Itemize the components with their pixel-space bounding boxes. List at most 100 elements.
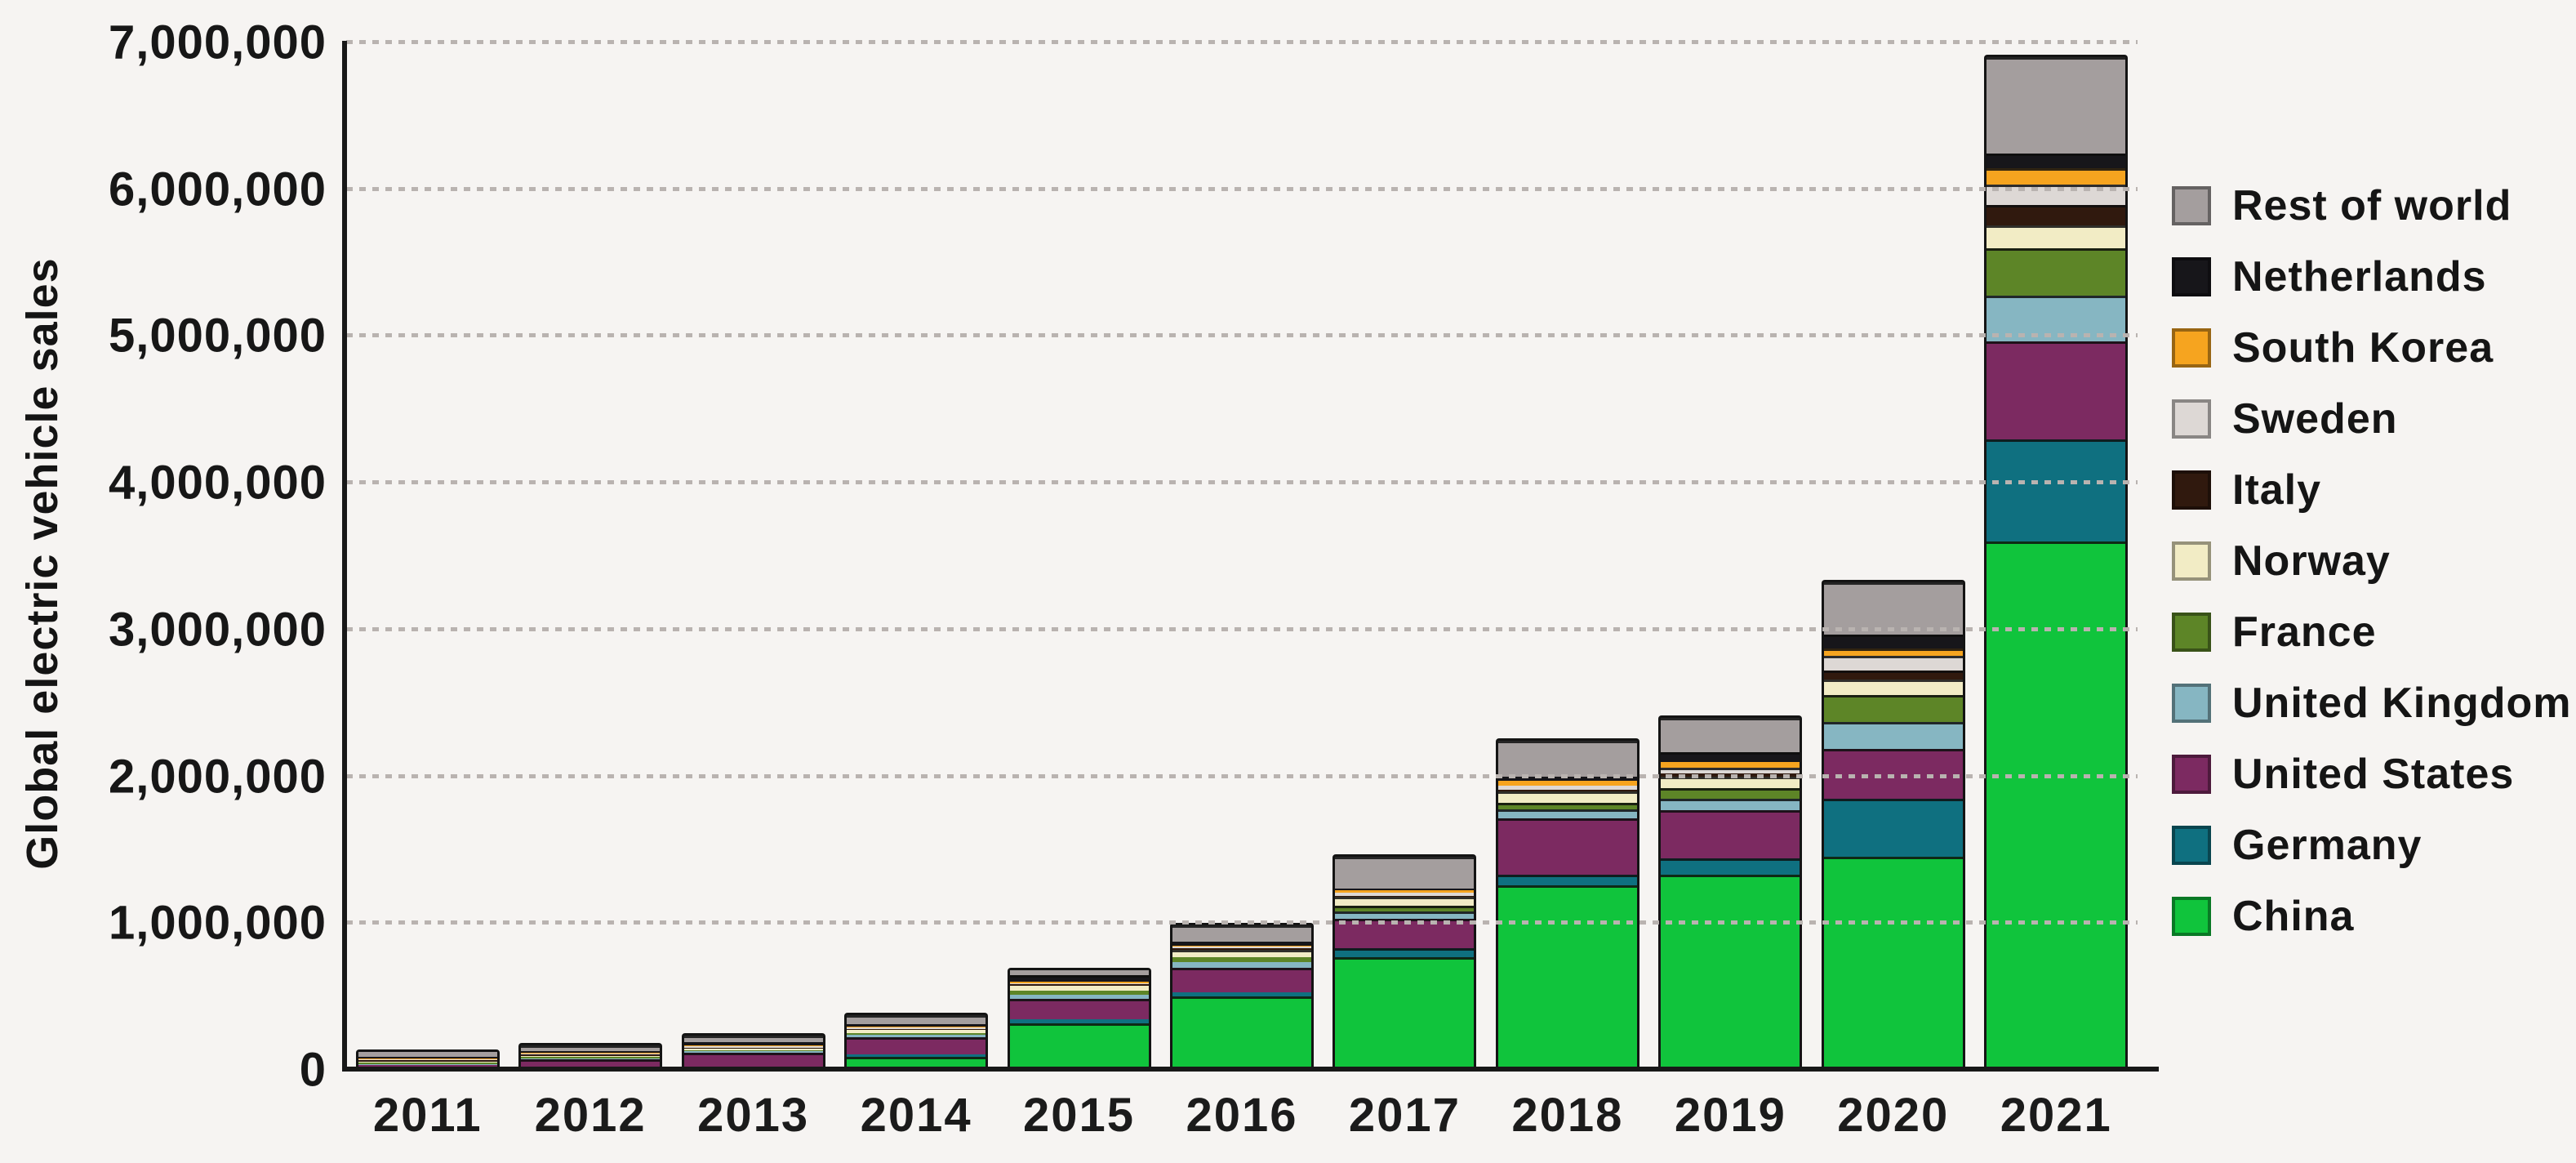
bar-segment-rest-of-world: [1335, 857, 1475, 889]
gridline-4000000: [346, 480, 2138, 485]
bar-2018: [1495, 738, 1639, 1070]
bar-segment-sweden: [358, 1059, 497, 1061]
bar-segment-netherlands: [847, 1024, 986, 1027]
x-tick-label-2021: 2021: [2000, 1089, 2112, 1142]
gridline-1000000: [346, 920, 2138, 925]
legend-row-china: China: [2172, 880, 2572, 951]
bar-slot-2021: [1975, 42, 2138, 1070]
bar-segment-united-kingdom: [1823, 722, 1963, 749]
bar-segment-germany: [1009, 1019, 1149, 1023]
legend-label: Sweden: [2232, 394, 2398, 443]
bar-segment-rest-of-world: [683, 1036, 823, 1042]
bar-segment-france: [1987, 248, 2126, 296]
gridline-5000000: [346, 333, 2138, 338]
x-tick-labels: 2011 2012 2013 2014 2015 2016 2017 2018 2019 2020…: [346, 1088, 2138, 1143]
bar-segment-sweden: [1661, 767, 1800, 774]
bar-segment-netherlands: [1172, 942, 1311, 946]
bar-segment-netherlands: [1661, 752, 1800, 763]
bar-segment-italy: [1823, 670, 1963, 680]
bar-2017: [1332, 854, 1477, 1070]
gridline-3000000: [346, 626, 2138, 631]
bar-segment-united-kingdom: [358, 1063, 497, 1065]
bar-segment-south-korea: [683, 1045, 823, 1047]
bar-segment-united-kingdom: [683, 1051, 823, 1053]
bar-2021: [1984, 55, 2129, 1070]
x-axis-line: [342, 1067, 2159, 1072]
bar-segment-united-kingdom: [1497, 809, 1637, 819]
bar-segment-rest-of-world: [358, 1051, 497, 1058]
x-tick-label-2020: 2020: [1837, 1089, 1950, 1142]
legend-label: South Korea: [2232, 323, 2494, 372]
legend-label: United States: [2232, 750, 2515, 798]
legend-label: United Kingdom: [2232, 679, 2572, 727]
y-tick-label: 6,000,000: [108, 163, 327, 216]
bar-segment-france: [683, 1049, 823, 1052]
bar-segment-netherlands: [683, 1041, 823, 1046]
bar-segment-sweden: [683, 1046, 823, 1048]
bar-segment-france: [1335, 906, 1475, 912]
bar-segment-rest-of-world: [1497, 741, 1637, 777]
legend-label: Norway: [2232, 537, 2391, 585]
bar-slot-2014: [834, 42, 997, 1070]
y-tick-label: 7,000,000: [108, 16, 327, 69]
legend-swatch-icon: [2172, 328, 2211, 368]
legend-swatch-icon: [2172, 256, 2211, 296]
bar-segment-united-kingdom: [1009, 994, 1149, 999]
bar-segment-sweden: [1823, 656, 1963, 671]
bar-segment-germany: [1661, 858, 1800, 875]
plot-area: [346, 40, 2138, 1070]
legend-swatch-icon: [2172, 683, 2211, 723]
bar-segment-france: [1009, 990, 1149, 995]
legend-label: Germany: [2232, 821, 2423, 869]
bar-segment-italy: [683, 1047, 823, 1049]
bar-segment-rest-of-world: [1823, 582, 1963, 635]
bar-segment-china: [1172, 996, 1311, 1070]
bar-segment-south-korea: [358, 1058, 497, 1060]
legend-row-germany: Germany: [2172, 809, 2572, 880]
bar-segment-china: [1823, 857, 1963, 1070]
bar-segment-norway: [358, 1061, 497, 1063]
bar-segment-france: [1661, 788, 1800, 799]
legend-row-united-kingdom: United Kingdom: [2172, 667, 2572, 738]
bar-segment-italy: [1009, 984, 1149, 986]
y-tick-label: 1,000,000: [108, 896, 327, 950]
bar-segment-rest-of-world: [847, 1014, 986, 1025]
bar-segment-germany: [1172, 992, 1311, 997]
bar-segment-rest-of-world: [1661, 717, 1800, 753]
bar-segment-norway: [1009, 985, 1149, 991]
bar-segment-china: [1987, 541, 2126, 1070]
bar-segment-united-kingdom: [1661, 798, 1800, 810]
bar-segment-south-korea: [1335, 890, 1475, 893]
bar-segment-united-kingdom: [847, 1035, 986, 1037]
bar-segment-sweden: [1009, 983, 1149, 985]
legend-swatch-icon: [2172, 754, 2211, 794]
y-tick-label: 4,000,000: [108, 456, 327, 510]
bar-segment-norway: [1661, 776, 1800, 789]
bar-segment-germany: [1987, 439, 2126, 542]
bar-slot-2020: [1812, 42, 1974, 1070]
bar-segment-china: [1497, 885, 1637, 1070]
bar-segment-south-korea: [1823, 648, 1963, 657]
legend-swatch-icon: [2172, 896, 2211, 936]
bar-segment-netherlands: [1335, 889, 1475, 891]
legend: Rest of world Netherlands South Korea Swede…: [2172, 170, 2572, 951]
bar-slot-2015: [998, 42, 1160, 1070]
legend-label: Italy: [2232, 466, 2322, 514]
legend-row-norway: Norway: [2172, 525, 2572, 596]
x-tick-label-2019: 2019: [1674, 1089, 1786, 1142]
legend-swatch-icon: [2172, 399, 2211, 439]
legend-swatch-icon: [2172, 470, 2211, 510]
x-tick-label-2017: 2017: [1348, 1089, 1461, 1142]
y-tick-label: 2,000,000: [108, 750, 327, 804]
bar-segment-france: [847, 1032, 986, 1036]
bar-2019: [1658, 715, 1803, 1070]
x-tick-label-2014: 2014: [860, 1089, 972, 1142]
legend-label: China: [2232, 892, 2355, 940]
legend-row-sweden: Sweden: [2172, 383, 2572, 454]
bar-segment-netherlands: [1009, 975, 1149, 983]
bar-segment-united-kingdom: [1172, 961, 1311, 968]
bar-segment-germany: [1823, 798, 1963, 858]
x-tick-label-2013: 2013: [697, 1089, 810, 1142]
legend-row-rest-of-world: Rest of world: [2172, 170, 2572, 241]
